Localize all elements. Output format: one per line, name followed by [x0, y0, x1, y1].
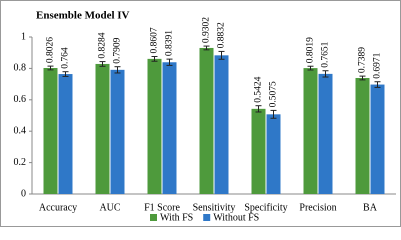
x-tick-label: BA	[363, 202, 378, 213]
x-tick-label: F1 Score	[144, 202, 180, 213]
bar	[214, 55, 229, 194]
y-tick-label: 0.8	[14, 63, 27, 74]
value-label: 0.9302	[202, 17, 212, 43]
bar	[370, 84, 385, 194]
bar	[266, 114, 281, 194]
y-tick-label: 0.2	[14, 157, 27, 168]
value-label: 0.7909	[113, 37, 123, 63]
chart-title: Ensemble Model IV	[36, 10, 130, 22]
legend-swatch	[150, 214, 157, 221]
y-tick-label: 0.4	[14, 125, 27, 136]
x-tick-label: Precision	[299, 202, 336, 213]
bar	[43, 67, 58, 194]
chart: Ensemble Model IV 0 0.2 0.4 0.6 0.8 1 Accuracy…	[0, 0, 401, 227]
value-label: 0.8832	[217, 22, 227, 48]
bar	[58, 74, 73, 194]
legend-label: With FS	[160, 212, 193, 223]
y-tick-label: 0.6	[14, 94, 27, 105]
legend-swatch	[203, 214, 211, 221]
y-tick-label: 1	[21, 31, 26, 42]
value-label: 0.764	[61, 47, 71, 69]
bar	[147, 58, 162, 194]
value-label: 0.7389	[358, 47, 368, 73]
y-tick-label: 0	[21, 188, 26, 199]
value-label: 0.5075	[269, 81, 279, 107]
value-label: 0.8607	[150, 27, 160, 53]
bar	[251, 108, 266, 194]
value-label: 0.8019	[306, 37, 316, 63]
value-label: 0.6971	[373, 52, 383, 78]
x-tick-label: AUC	[99, 202, 120, 213]
x-tick-label: Sensitivity	[193, 202, 236, 213]
value-label: 0.8026	[46, 37, 56, 63]
bar	[355, 77, 370, 194]
value-label: 0.8391	[165, 30, 175, 56]
bar	[162, 62, 177, 195]
bar	[199, 47, 214, 194]
value-label: 0.7651	[321, 41, 331, 67]
bar	[95, 63, 110, 195]
bar	[318, 73, 333, 194]
x-tick-label: Accuracy	[39, 202, 77, 213]
value-label: 0.8284	[98, 32, 108, 58]
x-tick-label: Specificity	[244, 202, 287, 213]
value-label: 0.5424	[254, 76, 264, 102]
bar	[110, 69, 125, 194]
bar	[303, 68, 318, 194]
legend-label: Without FS	[213, 212, 259, 223]
